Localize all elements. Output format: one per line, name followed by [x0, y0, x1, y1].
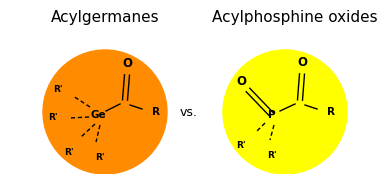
- Text: R': R': [267, 151, 277, 160]
- Text: O: O: [297, 56, 307, 69]
- Text: O: O: [122, 57, 132, 70]
- Text: vs.: vs.: [180, 105, 198, 118]
- Text: R: R: [152, 107, 160, 117]
- Text: O: O: [236, 75, 246, 88]
- Text: R: R: [327, 107, 335, 117]
- Text: R': R': [236, 141, 246, 150]
- Text: R': R': [95, 153, 105, 162]
- Text: R': R': [64, 148, 74, 157]
- Circle shape: [43, 50, 167, 174]
- Text: Ge: Ge: [90, 110, 106, 120]
- Text: P: P: [268, 110, 276, 120]
- Circle shape: [223, 50, 347, 174]
- Text: R': R': [48, 113, 58, 122]
- Text: R': R': [53, 85, 63, 93]
- Text: Acylgermanes: Acylgermanes: [51, 10, 159, 25]
- Text: Acylphosphine oxides: Acylphosphine oxides: [212, 10, 378, 25]
